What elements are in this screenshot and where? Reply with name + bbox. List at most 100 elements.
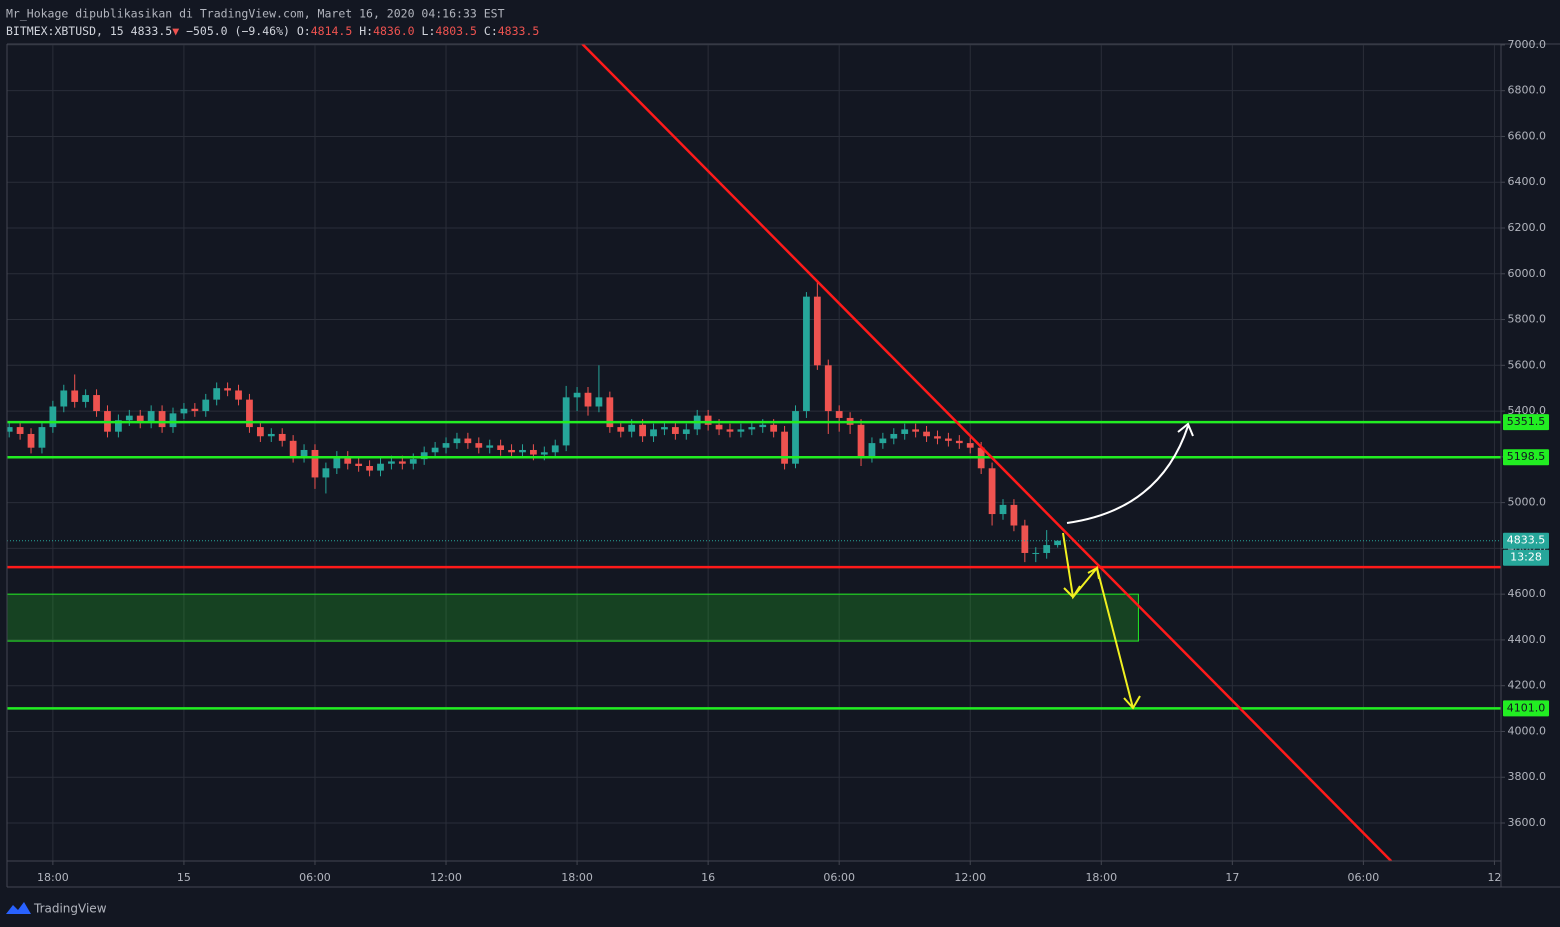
candle-body bbox=[999, 504, 1007, 515]
candle-body bbox=[311, 449, 319, 478]
candle-body bbox=[486, 445, 494, 448]
price-badge bbox=[1503, 449, 1549, 466]
candle-body bbox=[835, 411, 843, 418]
brand-logo bbox=[6, 902, 31, 914]
candle-body bbox=[213, 388, 221, 400]
price-badge bbox=[1503, 414, 1549, 431]
y-tick-label: 4200.0 bbox=[1508, 679, 1547, 692]
y-tick-label: 5000.0 bbox=[1508, 496, 1547, 509]
candle-body bbox=[606, 397, 614, 428]
candle-body bbox=[934, 436, 941, 439]
candle-body bbox=[158, 411, 166, 428]
candle-body bbox=[398, 461, 406, 464]
candle-body bbox=[7, 427, 13, 432]
candle-body bbox=[453, 438, 461, 444]
y-tick-label: 5600.0 bbox=[1508, 358, 1547, 371]
candle-body bbox=[650, 429, 657, 437]
candle-body bbox=[136, 415, 144, 423]
y-tick-label: 6000.0 bbox=[1508, 267, 1547, 280]
change-arrow: ▼ bbox=[172, 24, 179, 38]
candle-body bbox=[267, 433, 275, 437]
ohlc-label: L: bbox=[422, 24, 436, 38]
candle-body bbox=[93, 395, 100, 412]
candle-body bbox=[857, 424, 865, 457]
candle-body bbox=[671, 427, 679, 434]
candle-body bbox=[966, 443, 974, 448]
zone bbox=[7, 593, 1139, 642]
yellow-arrowhead bbox=[1123, 695, 1141, 710]
candle-body bbox=[759, 424, 767, 428]
candle-body bbox=[737, 429, 745, 432]
x-tick-label: 18:00 bbox=[561, 871, 593, 884]
candle-body bbox=[191, 408, 199, 412]
yellow-arrowhead bbox=[1087, 566, 1100, 580]
white-arrowhead bbox=[1177, 422, 1194, 437]
candle-body bbox=[169, 413, 177, 428]
countdown: 13:28 bbox=[1510, 551, 1542, 564]
candle-body bbox=[256, 427, 264, 437]
candle-body bbox=[16, 427, 24, 434]
candle-body bbox=[246, 399, 253, 428]
candle-body bbox=[868, 443, 876, 457]
x-tick-label: 16 bbox=[701, 871, 715, 884]
candle-body bbox=[824, 365, 832, 412]
candle-body bbox=[639, 424, 646, 437]
candle-body bbox=[224, 388, 231, 391]
candle-body bbox=[431, 447, 439, 453]
candle-body bbox=[202, 399, 210, 412]
x-tick-label: 12:00 bbox=[954, 871, 986, 884]
candle-body bbox=[71, 390, 79, 402]
candle-body bbox=[781, 431, 788, 464]
ohlc-value: 4814.5 bbox=[311, 24, 353, 38]
candle-body bbox=[879, 438, 887, 444]
candle-body bbox=[923, 431, 930, 437]
candle-body bbox=[715, 424, 723, 430]
candle-body bbox=[519, 449, 526, 453]
candle-body bbox=[803, 296, 810, 412]
yellow-arrow bbox=[1062, 532, 1134, 709]
price-badge bbox=[1503, 532, 1549, 549]
candle-body bbox=[60, 390, 68, 407]
price-badge-label: 4101.0 bbox=[1507, 701, 1546, 714]
y-tick-label: 4600.0 bbox=[1508, 587, 1547, 600]
candle-body bbox=[508, 449, 515, 453]
price-badge bbox=[1503, 700, 1549, 717]
y-tick-label: 4000.0 bbox=[1508, 724, 1547, 737]
candle-body bbox=[180, 408, 188, 414]
candle-body bbox=[1043, 545, 1051, 553]
y-tick-label: 5400.0 bbox=[1508, 404, 1547, 417]
candle-body bbox=[27, 433, 35, 448]
candle-body bbox=[682, 429, 690, 434]
candle-body bbox=[355, 463, 363, 467]
candle-body bbox=[300, 449, 308, 457]
x-tick-label: 18:00 bbox=[37, 871, 69, 884]
logo-icon bbox=[6, 902, 31, 914]
candle-body bbox=[442, 443, 450, 448]
candle-body bbox=[890, 433, 898, 439]
ohlc-value: 4836.0 bbox=[373, 24, 415, 38]
candle-body bbox=[661, 427, 668, 430]
y-tick-label: 6800.0 bbox=[1508, 84, 1547, 97]
candle-body bbox=[289, 440, 297, 457]
candle-body bbox=[988, 468, 996, 515]
candle-body bbox=[584, 392, 592, 407]
plot-area bbox=[7, 44, 1501, 861]
candle-body bbox=[322, 468, 330, 478]
y-tick-label: 4400.0 bbox=[1508, 633, 1547, 646]
candle-body bbox=[475, 443, 483, 448]
ohlc-label: C: bbox=[484, 24, 498, 38]
price-badges: 5351.5 5198.5 4101.0 4833.5 13:28 bbox=[1503, 414, 1549, 717]
candle-body bbox=[530, 449, 537, 455]
brand[interactable]: TradingView bbox=[33, 902, 107, 916]
change: −505.0 (−9.46%) bbox=[186, 24, 290, 38]
x-tick-label: 12:00 bbox=[430, 871, 462, 884]
x-tick-label: 06:00 bbox=[823, 871, 855, 884]
candle-body bbox=[1021, 525, 1029, 553]
candle-body bbox=[726, 429, 734, 432]
candle-body bbox=[955, 440, 963, 444]
y-tick-label: 6400.0 bbox=[1508, 175, 1547, 188]
candle-body bbox=[82, 395, 90, 402]
candle-body bbox=[792, 411, 799, 464]
candle-body bbox=[235, 390, 242, 400]
candle-body bbox=[147, 411, 155, 423]
